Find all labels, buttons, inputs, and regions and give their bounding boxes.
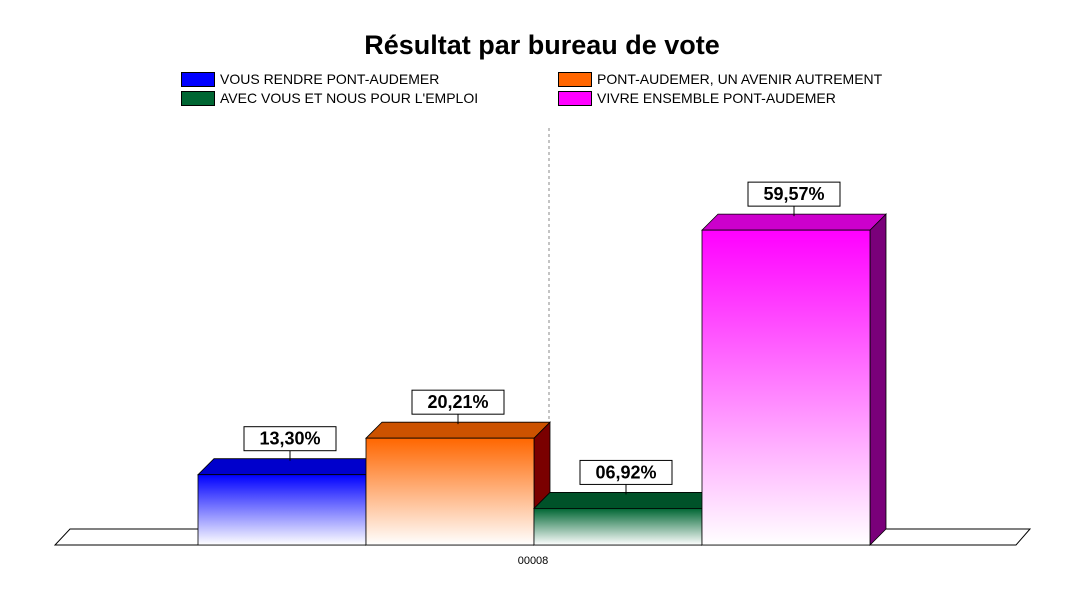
legend-item-1: PONT-AUDEMER, UN AVENIR AUTREMENT bbox=[558, 71, 882, 87]
bar-top-3 bbox=[701, 213, 887, 231]
legend-label-2: AVEC VOUS ET NOUS POUR L'EMPLOI bbox=[220, 90, 479, 106]
bar-front-1 bbox=[365, 437, 535, 546]
bar-1: 20,21% bbox=[365, 389, 551, 546]
legend-label-3: VIVRE ENSEMBLE PONT-AUDEMER bbox=[597, 90, 836, 106]
bar-top-2 bbox=[533, 492, 719, 509]
data-label-0: 13,30% bbox=[259, 429, 320, 449]
bar-front-3 bbox=[701, 229, 871, 546]
bar-3: 59,57% bbox=[701, 181, 887, 546]
data-label-box-0 bbox=[243, 426, 337, 452]
legend-label-1: PONT-AUDEMER, UN AVENIR AUTREMENT bbox=[597, 71, 883, 87]
legend-item-0: VOUS RENDRE PONT-AUDEMER bbox=[181, 71, 439, 87]
bar-2: 06,92% bbox=[533, 459, 719, 546]
legend-swatch-1 bbox=[558, 71, 592, 87]
chart-title: Résultat par bureau de vote bbox=[364, 30, 720, 60]
legend-item-2: AVEC VOUS ET NOUS POUR L'EMPLOI bbox=[181, 90, 478, 106]
bar-top-0 bbox=[197, 458, 383, 476]
bar-0: 13,30% bbox=[197, 426, 383, 546]
bar-front-2 bbox=[533, 508, 703, 546]
x-tick-label: 00008 bbox=[518, 555, 549, 567]
bar-side-3 bbox=[869, 213, 887, 546]
data-label-box-1 bbox=[411, 389, 505, 415]
legend-swatch-3 bbox=[558, 90, 592, 106]
legend-swatch-0 bbox=[181, 71, 215, 87]
bars-group: 13,30% 20,21% 06,92% 59,57% bbox=[197, 181, 887, 546]
bar-top-1 bbox=[365, 421, 551, 439]
legend-label-0: VOUS RENDRE PONT-AUDEMER bbox=[220, 71, 440, 87]
bar-front-0 bbox=[197, 474, 367, 546]
data-label-1: 20,21% bbox=[427, 392, 488, 412]
legend-swatch-2 bbox=[181, 90, 215, 106]
data-label-box-2 bbox=[579, 459, 673, 485]
legend-item-3: VIVRE ENSEMBLE PONT-AUDEMER bbox=[558, 90, 836, 106]
data-label-2: 06,92% bbox=[595, 462, 656, 482]
data-label-3: 59,57% bbox=[763, 184, 824, 204]
data-label-box-3 bbox=[747, 181, 841, 207]
